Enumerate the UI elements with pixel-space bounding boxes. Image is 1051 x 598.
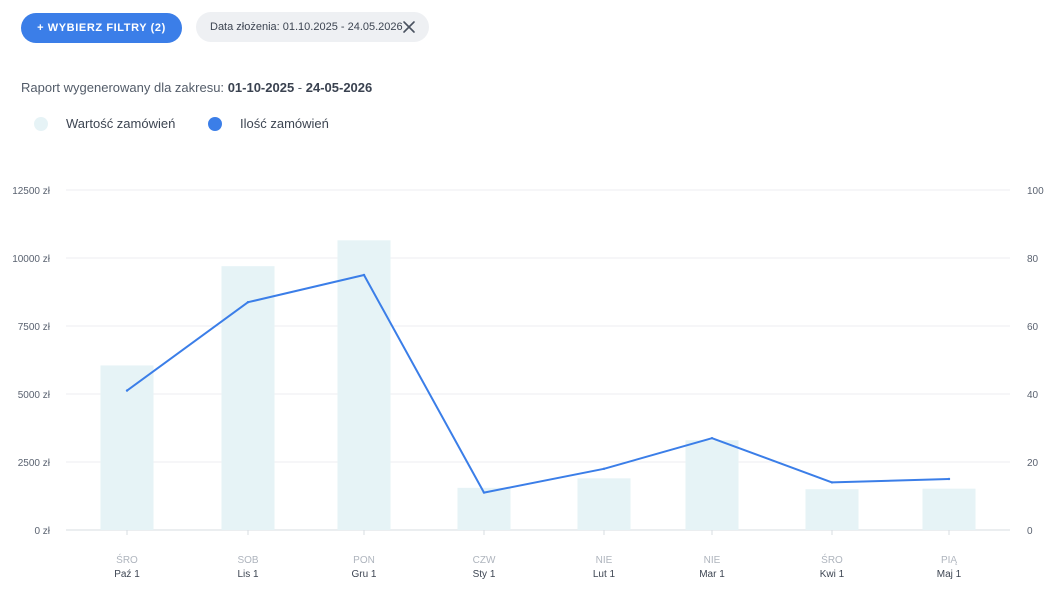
x-axis-tick-label: Paź 1	[114, 569, 140, 580]
x-axis-weekday-label: CZW	[473, 555, 496, 566]
y-axis-left-tick-label: 7500 zł	[18, 322, 51, 333]
line-point	[362, 273, 366, 277]
y-axis-left-tick-label: 5000 zł	[18, 390, 51, 401]
line-point	[602, 467, 606, 470]
x-axis-weekday-label: ŚRO	[821, 553, 843, 566]
legend-order-value-marker	[34, 116, 48, 131]
x-axis-tick-label: Lut 1	[593, 569, 616, 580]
line-point	[830, 481, 834, 484]
x-axis-weekday-label: NIE	[704, 555, 721, 566]
bar	[922, 488, 976, 530]
select-filters-button[interactable]: + WYBIERZ FILTRY (2)	[21, 13, 182, 43]
x-axis-tick-label: Sty 1	[473, 569, 496, 580]
line-point	[246, 301, 250, 304]
date-filter-chip-label: Data złożenia: 01.10.2025 - 24.05.2026	[210, 21, 403, 33]
line-point	[710, 437, 714, 440]
report-range-text: Raport wygenerowany dla zakresu: 01-10-2…	[21, 80, 372, 95]
bar	[805, 489, 859, 530]
y-axis-right-tick-label: 0	[1027, 526, 1033, 537]
bar	[577, 478, 631, 530]
legend-order-value-label: Wartość zamówień	[66, 116, 176, 131]
y-axis-left-tick-label: 0 zł	[34, 526, 50, 537]
y-axis-left-tick-label: 12500 zł	[12, 186, 51, 197]
date-filter-chip[interactable]: Data złożenia: 01.10.2025 - 24.05.2026	[196, 12, 429, 42]
close-icon[interactable]	[402, 20, 416, 34]
legend-item-order-value[interactable]: Wartość zamówień	[34, 116, 175, 131]
x-axis-tick-label: Maj 1	[937, 569, 962, 580]
bar	[221, 266, 275, 530]
report-range-end: 24-05-2026	[305, 80, 373, 95]
bar	[457, 487, 511, 530]
line-point	[125, 389, 129, 392]
report-range-start: 01-10-2025	[227, 80, 295, 95]
report-range-separator: -	[294, 80, 306, 95]
y-axis-left-tick-label: 10000 zł	[12, 254, 51, 265]
series-line-order-count	[126, 274, 950, 494]
y-axis-right-tick-label: 60	[1027, 322, 1039, 333]
x-axis-weekday-label: ŚRO	[116, 553, 138, 566]
bar	[337, 240, 391, 530]
x-axis-weekday-label: PIĄ	[941, 555, 957, 566]
y-axis-right-tick-label: 20	[1027, 458, 1039, 469]
y-axis-left-tick-label: 2500 zł	[18, 458, 51, 469]
y-axis-right-tick-label: 40	[1027, 390, 1039, 401]
report-range-prefix: Raport wygenerowany dla zakresu:	[21, 80, 225, 95]
y-axis-right-tick-label: 100	[1027, 186, 1044, 197]
legend-order-count-marker	[208, 116, 222, 131]
x-axis-tick-label: Gru 1	[351, 569, 376, 580]
x-axis-weekday-label: NIE	[596, 555, 613, 566]
bar	[100, 365, 154, 530]
legend-item-order-count[interactable]: Ilość zamówień	[208, 116, 329, 131]
x-axis-tick-label: Lis 1	[237, 569, 259, 580]
y-axis-right-tick-label: 80	[1027, 254, 1039, 265]
x-axis-weekday-label: SOB	[237, 555, 258, 566]
line-point	[482, 491, 486, 494]
line-point	[947, 477, 951, 481]
x-axis-weekday-label: PON	[353, 555, 375, 566]
x-axis-tick-label: Kwi 1	[820, 569, 845, 580]
legend-order-count-label: Ilość zamówień	[240, 116, 329, 131]
bar	[685, 440, 739, 530]
x-axis-tick-label: Mar 1	[699, 569, 725, 580]
